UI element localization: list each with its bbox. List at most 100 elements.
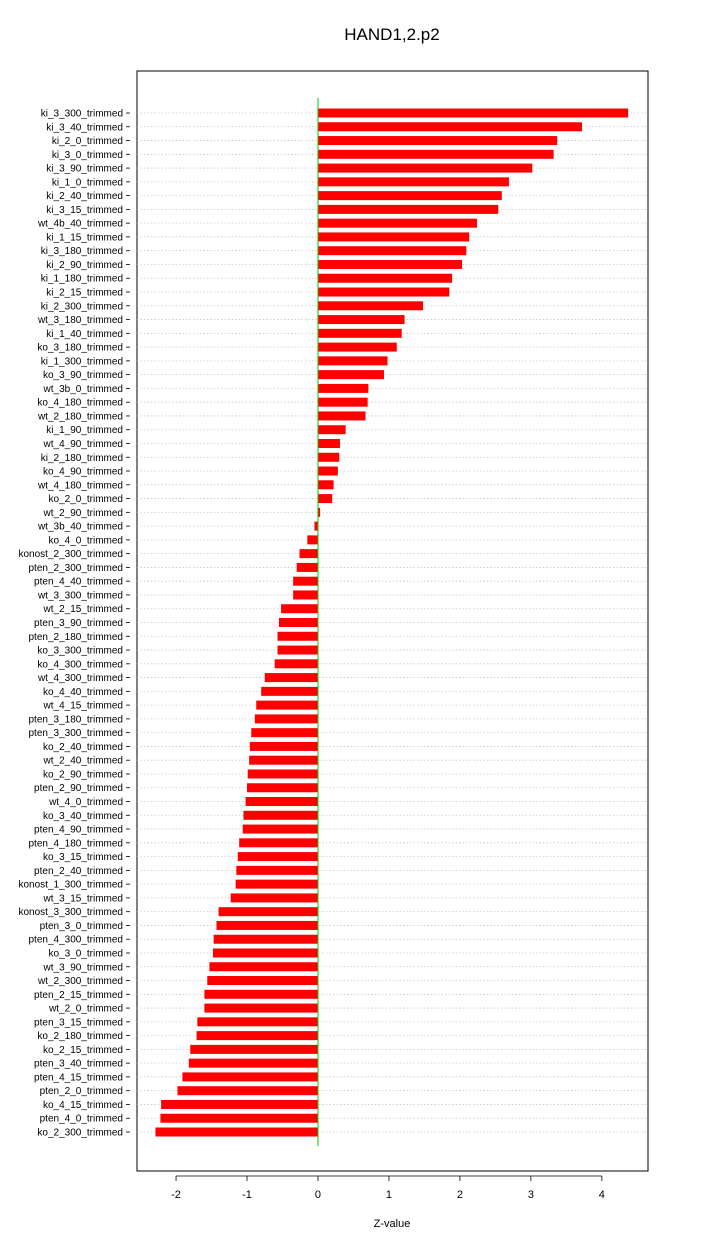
- bar: [188, 1058, 318, 1068]
- category-label: wt_2_15_trimmed: [43, 604, 123, 615]
- category-label: pten_2_300_trimmed: [28, 563, 123, 574]
- category-label: pten_4_180_trimmed: [28, 838, 123, 849]
- bar: [317, 246, 467, 256]
- bar: [317, 259, 463, 269]
- category-label: wt_2_0_trimmed: [48, 1004, 123, 1015]
- bar: [317, 149, 554, 159]
- category-label: wt_3_300_trimmed: [37, 590, 123, 601]
- bar: [317, 425, 346, 435]
- category-label: ki_1_0_trimmed: [52, 177, 123, 188]
- bar: [296, 562, 318, 572]
- bar: [261, 686, 318, 696]
- bar: [317, 342, 397, 352]
- category-label: wt_4_0_trimmed: [48, 797, 123, 808]
- bar: [317, 301, 424, 311]
- bar: [230, 893, 318, 903]
- category-label: ki_3_90_trimmed: [46, 164, 123, 175]
- category-label: ko_2_0_trimmed: [49, 494, 123, 505]
- category-label: ko_2_300_trimmed: [37, 1128, 123, 1139]
- bar: [277, 631, 318, 641]
- x-tick-label: -1: [242, 1189, 252, 1201]
- category-label: ko_2_15_trimmed: [43, 1045, 123, 1056]
- bar: [281, 604, 318, 614]
- plot-frame: [136, 70, 649, 1172]
- bar: [160, 1113, 318, 1123]
- bar: [317, 191, 502, 201]
- category-label: ki_1_40_trimmed: [46, 329, 123, 340]
- bar: [317, 452, 340, 462]
- category-label: ki_2_90_trimmed: [46, 260, 123, 271]
- bar: [218, 907, 318, 917]
- category-label: pten_4_0_trimmed: [40, 1114, 123, 1125]
- category-label: konost_2_300_trimmed: [18, 549, 123, 560]
- category-label: ko_4_300_trimmed: [37, 659, 123, 670]
- category-label: ki_3_180_trimmed: [41, 246, 123, 257]
- category-label: ki_2_0_trimmed: [52, 136, 123, 147]
- bar: [317, 163, 533, 173]
- category-label: pten_3_180_trimmed: [28, 714, 123, 725]
- category-label: pten_4_40_trimmed: [34, 577, 123, 588]
- bar: [317, 397, 368, 407]
- bar: [307, 535, 318, 545]
- x-tick-label: 4: [599, 1189, 605, 1201]
- bars: [155, 108, 629, 1137]
- category-label: ko_2_90_trimmed: [43, 769, 123, 780]
- bar: [274, 659, 318, 669]
- bar: [317, 273, 453, 283]
- bar: [247, 769, 318, 779]
- category-label: ko_4_15_trimmed: [43, 1100, 123, 1111]
- bar: [212, 948, 318, 958]
- category-label: ki_2_15_trimmed: [46, 288, 123, 299]
- bar: [196, 1031, 318, 1041]
- category-label: wt_2_90_trimmed: [43, 508, 123, 519]
- bar: [317, 315, 405, 325]
- category-label: pten_4_300_trimmed: [28, 935, 123, 946]
- bar: [264, 673, 318, 683]
- category-label: ko_4_90_trimmed: [43, 467, 123, 478]
- bar: [209, 962, 318, 972]
- category-label: konost_1_300_trimmed: [18, 880, 123, 891]
- category-label: ki_3_300_trimmed: [41, 109, 123, 120]
- bar: [239, 838, 318, 848]
- bar: [249, 755, 318, 765]
- category-label: pten_2_0_trimmed: [40, 1086, 123, 1097]
- category-label: ko_3_0_trimmed: [49, 948, 123, 959]
- bar: [197, 1017, 318, 1027]
- bar: [317, 507, 321, 517]
- category-label: pten_3_90_trimmed: [34, 618, 123, 629]
- category-label: wt_4_180_trimmed: [37, 480, 123, 491]
- bar: [317, 356, 388, 366]
- category-label: ki_1_15_trimmed: [46, 232, 123, 243]
- category-label: ko_4_180_trimmed: [37, 398, 123, 409]
- bar: [293, 590, 318, 600]
- bar: [317, 480, 334, 490]
- category-label: wt_4_15_trimmed: [43, 701, 123, 712]
- bar: [204, 989, 318, 999]
- category-label: ki_3_15_trimmed: [46, 205, 123, 216]
- bar: [204, 1003, 318, 1013]
- bar: [317, 383, 369, 393]
- bar: [317, 232, 470, 242]
- category-label: ki_3_0_trimmed: [52, 150, 123, 161]
- bar: [249, 741, 318, 751]
- bar: [245, 797, 318, 807]
- bar: [256, 700, 318, 710]
- category-label: ko_3_90_trimmed: [43, 370, 123, 381]
- bar: [317, 204, 499, 214]
- bar: [237, 852, 318, 862]
- category-label: ki_1_90_trimmed: [46, 425, 123, 436]
- bar: [317, 177, 509, 187]
- bar: [242, 824, 318, 834]
- category-label: ko_3_15_trimmed: [43, 852, 123, 863]
- bar: [155, 1127, 318, 1137]
- category-labels: ki_3_300_trimmed ki_3_40_trimmed ki_2_0_tr…: [18, 109, 130, 1139]
- category-label: wt_2_300_trimmed: [37, 976, 123, 987]
- category-label: ki_2_180_trimmed: [41, 453, 123, 464]
- category-label: ko_3_300_trimmed: [37, 646, 123, 657]
- bar: [317, 466, 338, 476]
- bar: [243, 810, 318, 820]
- bar: [216, 920, 318, 930]
- category-label: pten_4_15_trimmed: [34, 1072, 123, 1083]
- bar: [177, 1086, 318, 1096]
- category-label: ki_2_40_trimmed: [46, 191, 123, 202]
